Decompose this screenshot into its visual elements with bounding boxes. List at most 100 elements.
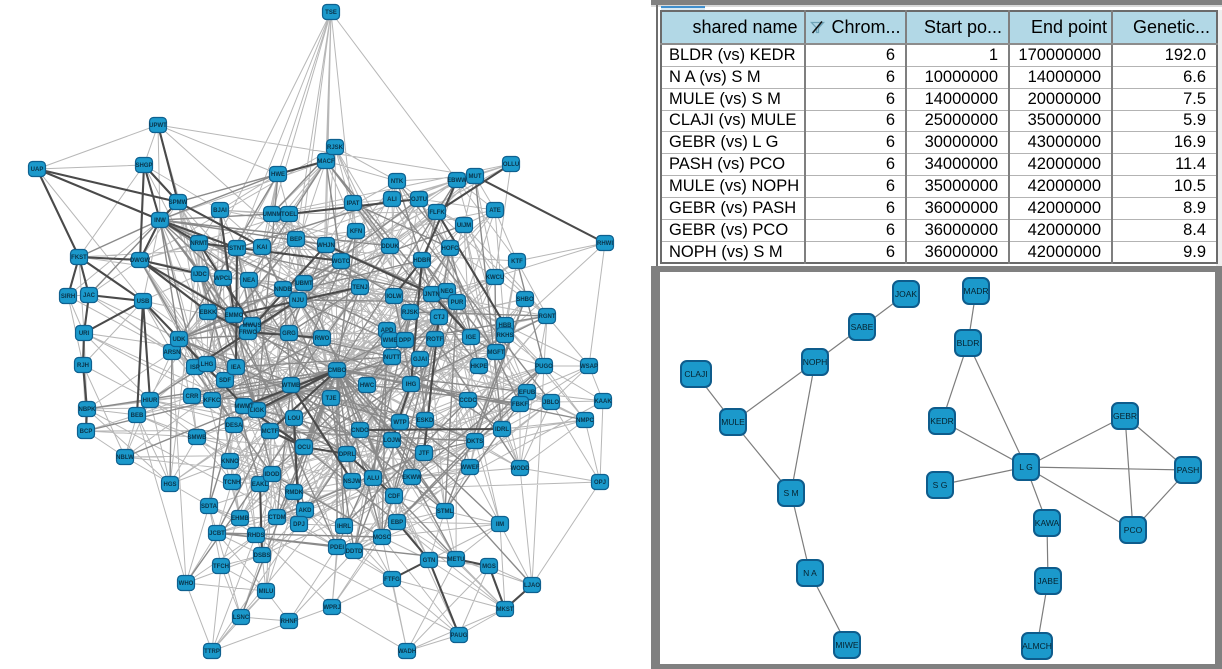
svg-text:RJSK: RJSK (402, 310, 419, 316)
svg-text:AKD: AKD (299, 508, 313, 514)
svg-text:EFUB: EFUB (519, 390, 536, 396)
svg-text:L G: L G (1019, 462, 1032, 472)
svg-text:WPCL: WPCL (214, 276, 232, 282)
svg-text:IIM: IIM (496, 522, 504, 528)
svg-text:MCTF: MCTF (262, 429, 279, 435)
svg-text:TJE: TJE (325, 396, 336, 402)
svg-text:LHG: LHG (201, 362, 214, 368)
svg-text:RHNF: RHNF (281, 619, 298, 625)
svg-text:LJAO: LJAO (524, 583, 540, 589)
svg-text:KWCU: KWCU (486, 275, 505, 281)
svg-text:KNNO: KNNO (221, 459, 239, 465)
svg-text:DPRL: DPRL (339, 452, 356, 458)
svg-text:MILU: MILU (259, 589, 274, 595)
svg-text:RMDK: RMDK (285, 490, 304, 496)
svg-text:NRMT: NRMT (190, 241, 208, 247)
svg-text:NBLW: NBLW (116, 455, 134, 461)
svg-text:BJAI: BJAI (213, 208, 227, 214)
svg-text:DESA: DESA (226, 423, 243, 429)
svg-text:RJH: RJH (77, 363, 89, 369)
svg-text:IDOD: IDOD (265, 472, 281, 478)
svg-text:KTF: KTF (511, 259, 523, 265)
svg-text:BEB: BEB (131, 413, 144, 419)
svg-text:SPMW: SPMW (169, 200, 188, 206)
svg-text:EKWW: EKWW (402, 475, 422, 481)
svg-text:ALU: ALU (367, 476, 379, 482)
svg-text:PASH: PASH (1177, 465, 1200, 475)
svg-text:PCO: PCO (1124, 525, 1143, 535)
svg-text:TFCH: TFCH (213, 564, 229, 570)
svg-text:WSAP: WSAP (580, 364, 598, 370)
svg-text:WHJN: WHJN (317, 243, 335, 249)
svg-text:IPAT: IPAT (347, 201, 360, 207)
svg-text:HBB: HBB (499, 323, 513, 329)
svg-text:WPRJ: WPRJ (323, 605, 340, 611)
svg-text:RKHS: RKHS (496, 333, 513, 339)
svg-text:HOFC: HOFC (442, 246, 460, 252)
svg-text:S G: S G (933, 480, 948, 490)
svg-text:WWEF: WWEF (461, 465, 480, 471)
svg-text:HWC: HWC (360, 383, 375, 389)
svg-text:MADR: MADR (963, 286, 988, 296)
svg-text:CTJ: CTJ (433, 315, 444, 321)
svg-text:SIRH: SIRH (61, 294, 75, 300)
svg-text:UAP: UAP (31, 167, 44, 173)
svg-text:IJDC: IJDC (193, 272, 207, 278)
svg-text:STNT: STNT (229, 246, 245, 252)
svg-text:KAI: KAI (257, 245, 268, 251)
svg-text:DPP: DPP (399, 338, 411, 344)
svg-text:WGTO: WGTO (332, 259, 351, 265)
svg-text:KEDR: KEDR (930, 416, 954, 426)
svg-text:CDF: CDF (388, 494, 401, 500)
svg-text:EBWW: EBWW (447, 178, 467, 184)
svg-text:RGNT: RGNT (539, 314, 556, 320)
svg-text:RHDS: RHDS (247, 533, 264, 539)
svg-text:MKST: MKST (497, 607, 514, 613)
svg-text:DPJ: DPJ (293, 522, 305, 528)
svg-text:WME: WME (383, 338, 398, 344)
svg-text:SDTA: SDTA (201, 504, 218, 510)
svg-text:MWMT: MWMT (234, 404, 254, 410)
svg-text:SHBO: SHBO (516, 297, 534, 303)
svg-text:PUGO: PUGO (535, 364, 553, 370)
svg-text:ATE: ATE (489, 208, 501, 214)
svg-text:WHO: WHO (179, 581, 194, 587)
svg-text:SHGP: SHGP (135, 163, 152, 169)
svg-text:WTP: WTP (393, 420, 406, 426)
svg-text:UBMT: UBMT (295, 281, 313, 287)
svg-text:DSBS: DSBS (254, 553, 271, 559)
svg-text:SABE: SABE (851, 322, 874, 332)
svg-text:CMBO: CMBO (328, 368, 347, 374)
svg-text:TCNH: TCNH (224, 480, 241, 486)
svg-text:NBPK: NBPK (78, 407, 96, 413)
svg-text:TSE: TSE (325, 10, 337, 16)
svg-text:JOAK: JOAK (895, 289, 918, 299)
svg-text:ISP: ISP (190, 365, 200, 371)
svg-text:EMMO: EMMO (225, 313, 244, 319)
svg-text:APD: APD (381, 328, 394, 334)
svg-text:DDUK: DDUK (381, 244, 399, 250)
svg-text:WADH: WADH (398, 649, 416, 655)
svg-text:KAWA: KAWA (1035, 518, 1060, 528)
svg-text:FRWO: FRWO (239, 330, 258, 336)
svg-text:OJTU: OJTU (411, 197, 427, 203)
svg-text:S M: S M (783, 488, 798, 498)
svg-text:SDF: SDF (219, 378, 231, 384)
svg-text:NEG: NEG (440, 289, 453, 295)
svg-text:UDK: UDK (173, 337, 187, 343)
svg-text:STML: STML (437, 509, 454, 515)
svg-text:IGE: IGE (466, 335, 476, 341)
svg-text:ALMCH: ALMCH (1022, 641, 1052, 651)
svg-text:GTN: GTN (423, 558, 436, 564)
svg-text:GEBR: GEBR (1113, 411, 1137, 421)
svg-text:IOLW: IOLW (386, 294, 402, 300)
svg-text:WODD: WODD (511, 466, 531, 472)
svg-text:ALI: ALI (387, 197, 397, 203)
svg-text:UIJM: UIJM (457, 223, 471, 229)
svg-text:OPJ: OPJ (594, 480, 606, 486)
svg-text:MGS: MGS (482, 564, 496, 570)
svg-text:HIUR: HIUR (143, 398, 158, 404)
svg-text:KFN: KFN (350, 229, 362, 235)
svg-text:EBKK: EBKK (199, 310, 217, 316)
svg-text:MIWE: MIWE (835, 640, 858, 650)
